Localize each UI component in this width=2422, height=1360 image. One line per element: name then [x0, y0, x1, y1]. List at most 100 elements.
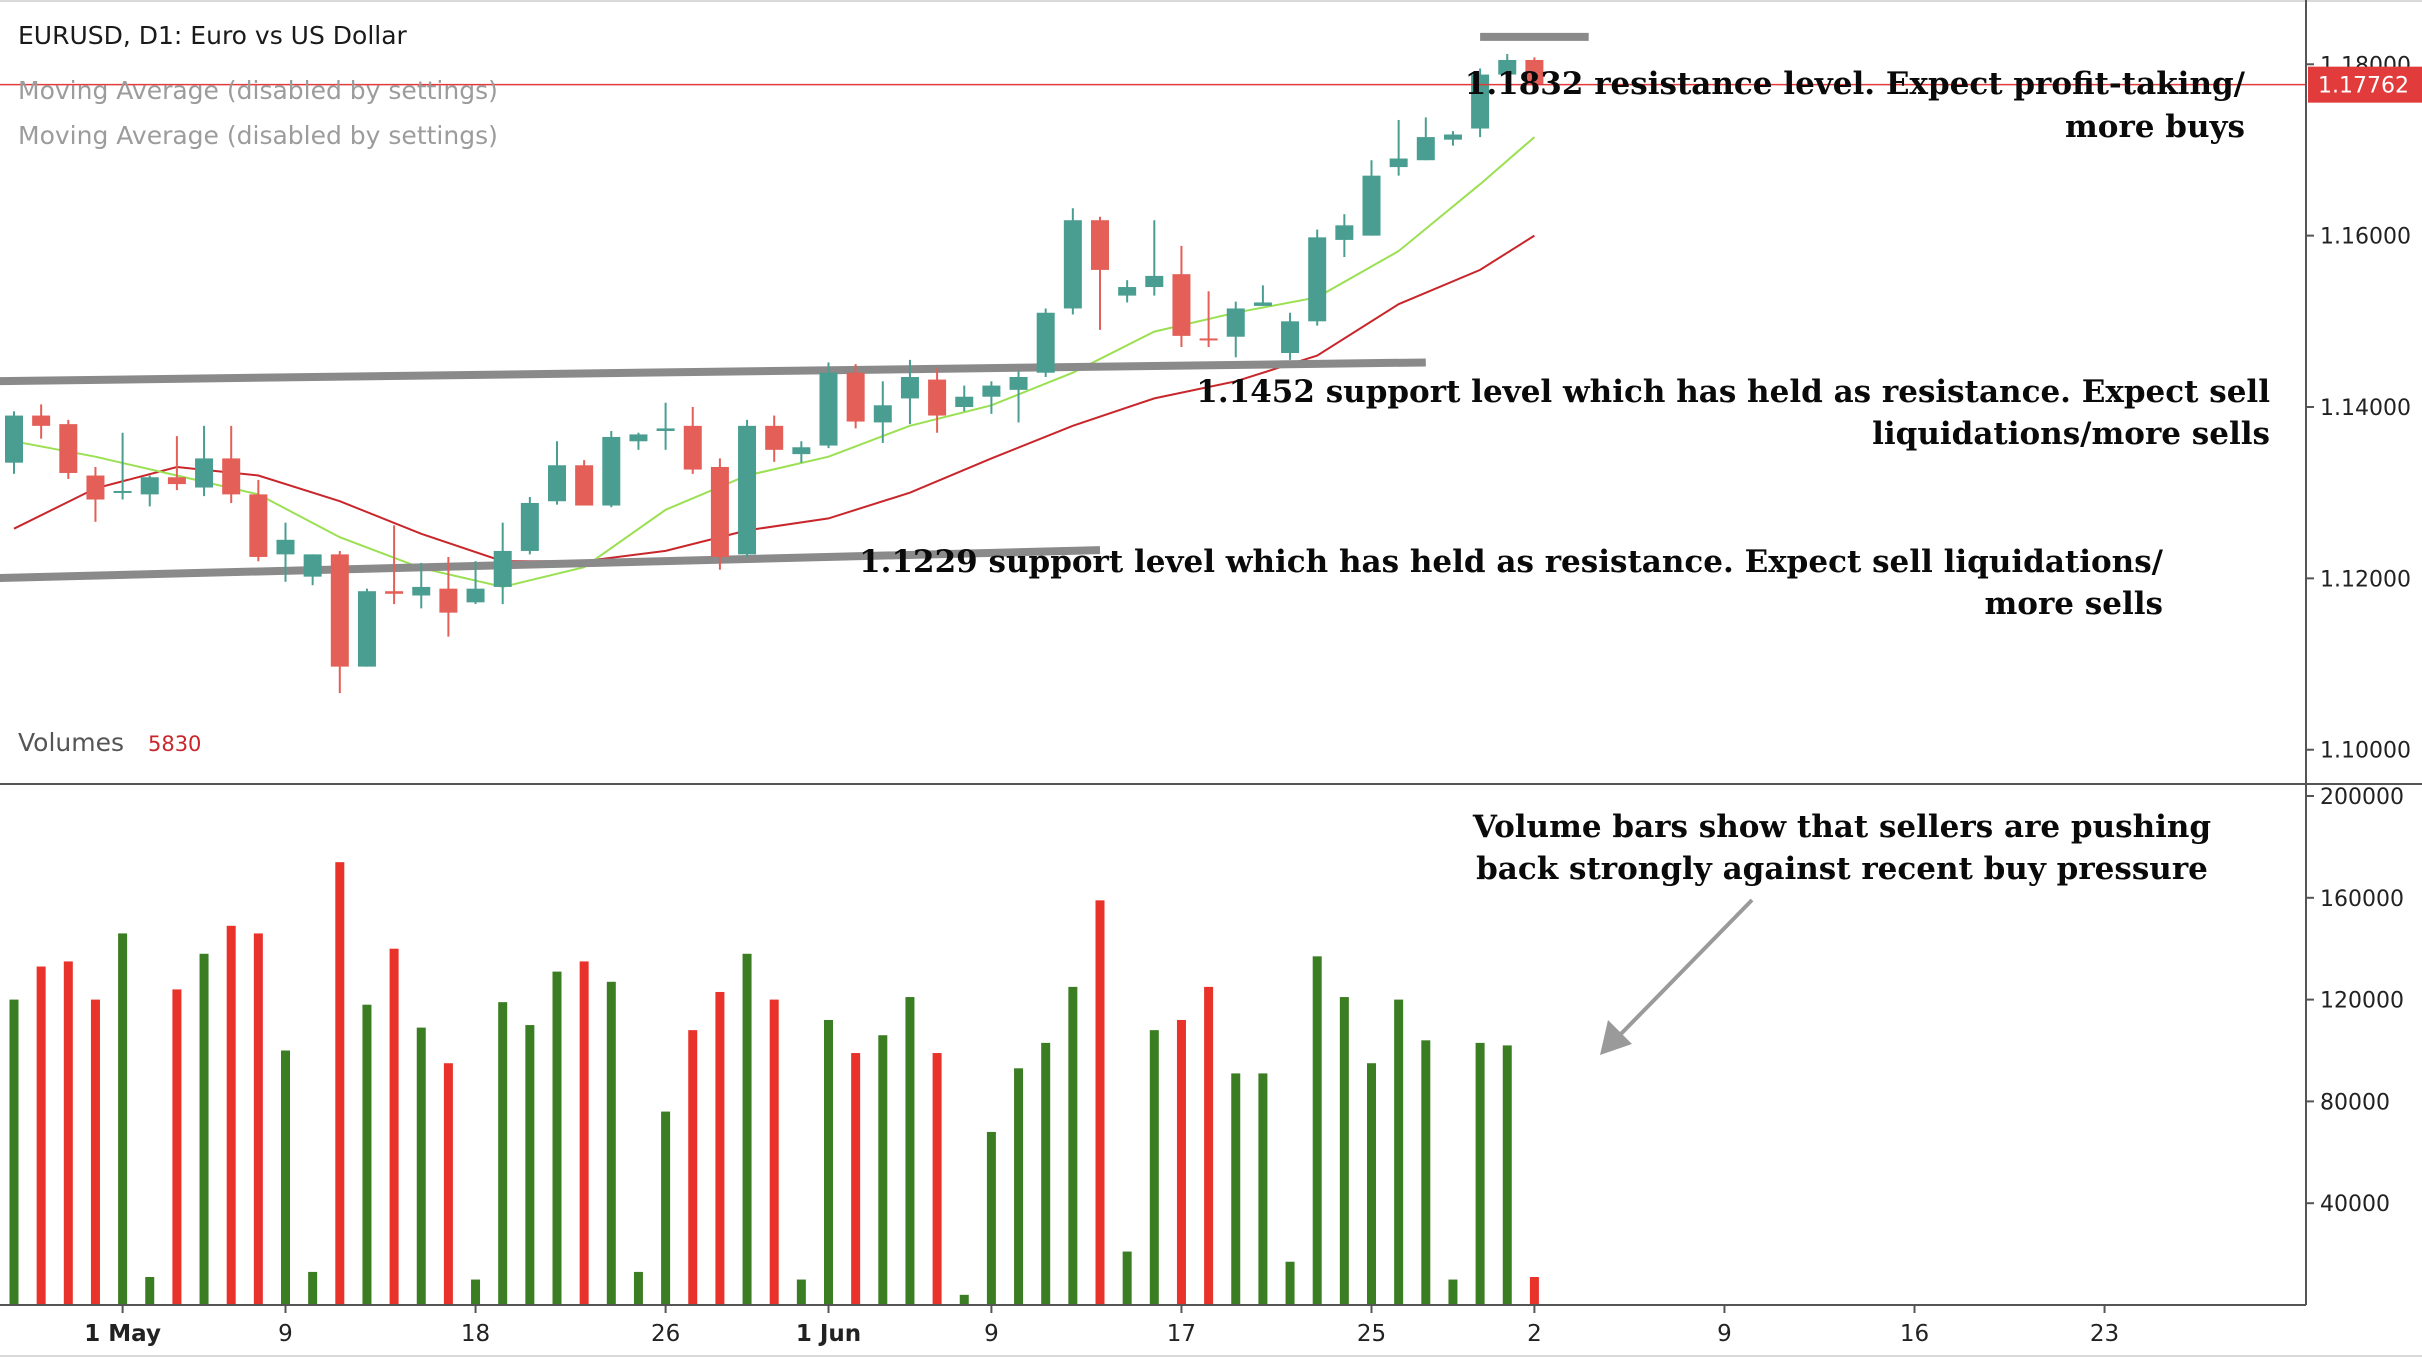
volume-bar[interactable] [1176, 1019, 1186, 1305]
candle-body[interactable] [59, 424, 78, 473]
volume-bar[interactable] [633, 1271, 643, 1305]
candle-body[interactable] [1036, 312, 1055, 373]
volume-bar[interactable] [851, 1053, 861, 1305]
volume-bar[interactable] [1068, 986, 1078, 1305]
volume-bar[interactable] [932, 1053, 942, 1305]
volume-bar[interactable] [824, 1019, 833, 1305]
candle-body[interactable] [493, 550, 512, 587]
moving-average-slow[interactable] [13, 234, 1535, 563]
volume-bar[interactable] [878, 1035, 888, 1305]
volume-bar[interactable] [199, 953, 209, 1305]
volume-bar[interactable] [145, 1277, 155, 1305]
candle-body[interactable] [167, 477, 186, 485]
candle-body[interactable] [439, 588, 458, 613]
volume-bar[interactable] [1312, 956, 1322, 1305]
candle-body[interactable] [955, 396, 974, 407]
volume-bar[interactable] [769, 999, 779, 1305]
candle-body[interactable] [412, 586, 431, 596]
volume-bar[interactable] [1529, 1277, 1539, 1305]
candle-body[interactable] [1253, 302, 1272, 306]
candle-body[interactable] [710, 466, 729, 557]
candle-body[interactable] [819, 372, 838, 446]
volume-bar[interactable] [1394, 999, 1404, 1305]
candle-body[interactable] [602, 436, 621, 506]
volume-bar[interactable] [281, 1050, 290, 1306]
volume-bar[interactable] [905, 997, 915, 1305]
volume-bar[interactable] [308, 1271, 318, 1305]
candle-body[interactable] [683, 425, 702, 470]
volume-bar[interactable] [362, 1004, 372, 1305]
volume-bar[interactable] [118, 933, 128, 1305]
volume-bar[interactable] [1149, 1030, 1159, 1305]
volume-bar[interactable] [715, 991, 725, 1305]
candle-body[interactable] [1226, 308, 1245, 337]
volume-bar[interactable] [796, 1279, 806, 1305]
volume-bar[interactable] [606, 981, 616, 1305]
candle-body[interactable] [928, 379, 947, 416]
candle-body[interactable] [1443, 134, 1462, 140]
candle-body[interactable] [222, 458, 241, 495]
volume-bar[interactable] [36, 966, 46, 1305]
candle-body[interactable] [1525, 59, 1544, 85]
volume-bar[interactable] [661, 1111, 671, 1305]
candle-body[interactable] [548, 465, 566, 502]
candle-body[interactable] [303, 554, 322, 577]
candle-body[interactable] [276, 539, 295, 555]
volume-bar[interactable] [525, 1025, 535, 1305]
volume-bar[interactable] [1339, 997, 1349, 1305]
candle-body[interactable] [873, 405, 892, 423]
volume-bar[interactable] [552, 971, 562, 1305]
volume-bar[interactable] [498, 1002, 508, 1305]
volume-bar[interactable] [1122, 1251, 1132, 1305]
candle-body[interactable] [1172, 274, 1191, 336]
candle-body[interactable] [330, 554, 349, 667]
candle-body[interactable] [1009, 377, 1028, 390]
volume-bar[interactable] [389, 948, 399, 1305]
candle-body[interactable] [792, 447, 811, 455]
volume-bar[interactable] [471, 1279, 481, 1305]
volume-bar[interactable] [1421, 1040, 1431, 1305]
candle-body[interactable] [575, 465, 594, 506]
volume-bar[interactable] [1258, 1073, 1268, 1305]
volume-bar[interactable] [63, 961, 73, 1305]
volume-bar[interactable] [1285, 1261, 1295, 1305]
candle-body[interactable] [629, 434, 648, 442]
volume-bar[interactable] [688, 1030, 698, 1305]
candle-body[interactable] [520, 502, 539, 551]
candle-body[interactable] [249, 494, 268, 557]
candle-body[interactable] [1145, 275, 1164, 288]
volume-bar[interactable] [1475, 1042, 1485, 1305]
volume-bar[interactable] [9, 999, 19, 1305]
candle-body[interactable] [385, 591, 404, 594]
candle-body[interactable] [1498, 59, 1517, 75]
candle-body[interactable] [1281, 321, 1300, 354]
volume-bar[interactable] [172, 989, 182, 1305]
volume-pane[interactable] [9, 862, 1539, 1306]
candle-body[interactable] [1362, 175, 1381, 236]
volume-bar[interactable] [90, 999, 100, 1305]
volume-bar[interactable] [1204, 986, 1214, 1305]
volume-bar[interactable] [579, 961, 589, 1305]
volume-bar[interactable] [1041, 1042, 1051, 1305]
candle-body[interactable] [5, 415, 23, 463]
candle-body[interactable] [32, 415, 51, 426]
volume-bar[interactable] [742, 953, 752, 1305]
candle-body[interactable] [1308, 237, 1327, 322]
candle-body[interactable] [1471, 74, 1490, 129]
candle-body[interactable] [1063, 220, 1082, 309]
volume-bar[interactable] [416, 1027, 426, 1305]
candle-body[interactable] [1118, 287, 1137, 296]
candle-body[interactable] [357, 591, 376, 667]
volume-bar[interactable] [226, 925, 236, 1305]
candle-body[interactable] [86, 475, 105, 500]
candle-body[interactable] [656, 428, 675, 431]
candle-body[interactable] [113, 490, 132, 493]
candle-body[interactable] [1416, 137, 1435, 161]
volume-bar[interactable] [1448, 1279, 1458, 1305]
candle-body[interactable] [1199, 338, 1218, 341]
volume-bar[interactable] [1367, 1063, 1376, 1305]
candle-body[interactable] [900, 377, 919, 399]
ma-legend-1[interactable]: Moving Average (disabled by settings) [18, 76, 498, 105]
ma-legend-2[interactable]: Moving Average (disabled by settings) [18, 121, 498, 150]
